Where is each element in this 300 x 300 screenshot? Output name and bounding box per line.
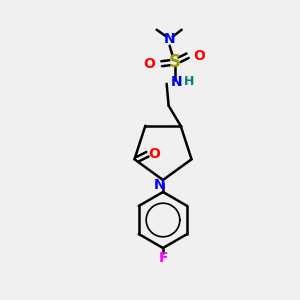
Text: F: F: [158, 251, 168, 265]
Text: N: N: [164, 32, 176, 46]
Text: O: O: [194, 49, 206, 63]
Text: N: N: [171, 75, 182, 89]
Text: S: S: [169, 53, 181, 71]
Text: O: O: [144, 57, 156, 71]
Text: N: N: [154, 178, 166, 192]
Text: O: O: [148, 147, 160, 161]
Text: H: H: [183, 75, 194, 88]
